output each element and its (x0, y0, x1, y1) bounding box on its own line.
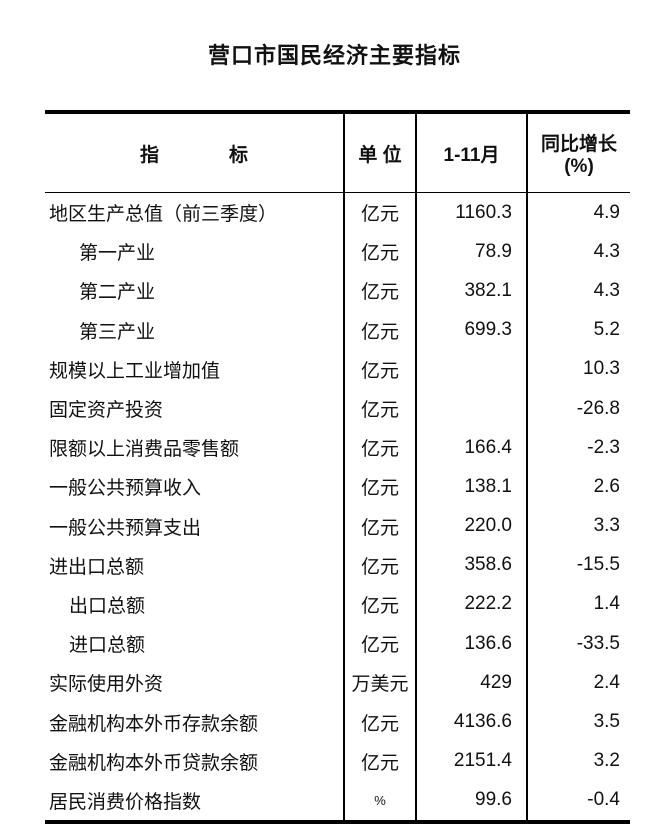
value-cell: 382.1 (415, 271, 527, 311)
table-row: 第一产业 亿元 78.9 4.3 (45, 232, 630, 272)
indicator-name: 第一产业 (79, 243, 156, 265)
value-cell: 1160.3 (415, 192, 527, 233)
unit-cell: 亿元 (343, 310, 416, 350)
unit-cell: 亿元 (343, 349, 416, 389)
table-row: 限额以上消费品零售额 亿元 166.4 -2.3 (45, 428, 630, 468)
indicator-name: 居民消费价格指数 (49, 791, 202, 813)
header-period: 1-11月 (415, 112, 527, 193)
value-cell: 2151.4 (415, 741, 527, 781)
unit-cell: 亿元 (343, 584, 416, 625)
unit-cell: 万美元 (343, 663, 416, 703)
indicator-name: 出口总额 (69, 595, 146, 617)
value-cell (415, 388, 527, 429)
growth-cell: 1.4 (526, 584, 630, 625)
unit-cell: % (343, 780, 416, 822)
header-indicator: 指标 (45, 112, 344, 193)
growth-cell: 4.3 (526, 232, 630, 272)
growth-cell: -26.8 (526, 388, 630, 429)
indicator-name: 金融机构本外币贷款余额 (49, 752, 259, 774)
growth-cell: 3.3 (526, 506, 630, 546)
unit-cell: 亿元 (343, 232, 416, 272)
growth-cell: 4.3 (526, 271, 630, 311)
table-row: 固定资产投资 亿元 -26.8 (45, 388, 630, 429)
page-title: 营口市国民经济主要指标 (207, 43, 461, 68)
indicator-name: 固定资产投资 (49, 400, 164, 422)
indicator-name: 第二产业 (79, 282, 156, 304)
header-indicator-char1: 指 (139, 144, 159, 166)
value-cell: 4136.6 (415, 702, 527, 742)
value-cell: 99.6 (415, 780, 527, 822)
header-unit: 单 位 (343, 112, 416, 193)
value-cell: 220.0 (415, 506, 527, 546)
unit-cell: 亿元 (343, 624, 416, 664)
unit-cell: 亿元 (343, 428, 416, 468)
table-row: 进出口总额 亿元 358.6 -15.5 (45, 545, 630, 585)
header-indicator-char2: 标 (229, 144, 249, 166)
value-cell: 699.3 (415, 310, 527, 350)
growth-cell: 10.3 (526, 349, 630, 389)
indicator-name: 规模以上工业增加值 (49, 360, 221, 382)
growth-cell: 5.2 (526, 310, 630, 350)
growth-cell: 2.6 (526, 467, 630, 507)
value-cell: 78.9 (415, 232, 527, 272)
table-header-row: 指标 单 位 1-11月 同比增长 (%) (45, 112, 630, 193)
header-growth: 同比增长 (%) (526, 112, 630, 193)
indicator-name: 进口总额 (69, 635, 146, 657)
unit-cell: 亿元 (343, 702, 416, 742)
table-row: 第二产业 亿元 382.1 4.3 (45, 271, 630, 311)
unit-cell: 亿元 (343, 741, 416, 781)
indicator-name: 一般公共预算收入 (49, 478, 202, 500)
growth-cell: -0.4 (526, 780, 630, 822)
growth-cell: 4.9 (526, 192, 630, 233)
table-row: 实际使用外资 万美元 429 2.4 (45, 663, 630, 703)
header-growth-unit: (%) (564, 155, 594, 177)
table-row: 出口总额 亿元 222.2 1.4 (45, 584, 630, 625)
growth-cell: -2.3 (526, 428, 630, 468)
growth-cell: 3.5 (526, 702, 630, 742)
unit-cell: 亿元 (343, 467, 416, 507)
indicator-name: 进出口总额 (49, 556, 145, 578)
unit-cell: 亿元 (343, 545, 416, 585)
value-cell: 136.6 (415, 624, 527, 664)
table-row: 进口总额 亿元 136.6 -33.5 (45, 624, 630, 664)
table-row: 居民消费价格指数% 99.6 -0.4 (45, 780, 630, 822)
value-cell: 358.6 (415, 545, 527, 585)
growth-cell: 2.4 (526, 663, 630, 703)
table-row: 地区生产总值（前三季度） 亿元 1160.3 4.9 (45, 192, 630, 233)
table-row: 规模以上工业增加值 亿元 10.3 (45, 349, 630, 389)
indicator-name: 限额以上消费品零售额 (49, 439, 240, 461)
unit-cell: 亿元 (343, 192, 416, 233)
indicator-name: 第三产业 (79, 321, 156, 343)
indicator-name: 实际使用外资 (49, 674, 164, 696)
table-row: 一般公共预算收入 亿元 138.1 2.6 (45, 467, 630, 507)
growth-cell: -15.5 (526, 545, 630, 585)
value-cell: 222.2 (415, 584, 527, 625)
unit-cell: 亿元 (343, 388, 416, 429)
growth-cell: 3.2 (526, 741, 630, 781)
value-cell: 138.1 (415, 467, 527, 507)
indicators-table: 指标 单 位 1-11月 同比增长 (%) 地区生产总值（前三季度） 亿元 1160… (45, 110, 630, 824)
indicator-name: 一般公共预算支出 (49, 517, 202, 539)
value-cell: 166.4 (415, 428, 527, 468)
value-cell (415, 349, 527, 389)
indicator-name: 金融机构本外币存款余额 (49, 713, 259, 735)
growth-cell: -33.5 (526, 624, 630, 664)
table-row: 一般公共预算支出 亿元 220.0 3.3 (45, 506, 630, 546)
table-row: 第三产业 亿元 699.3 5.2 (45, 310, 630, 350)
value-cell: 429 (415, 663, 527, 703)
table-row: 金融机构本外币贷款余额 亿元 2151.4 3.2 (45, 741, 630, 781)
unit-cell: 亿元 (343, 506, 416, 546)
table-row: 金融机构本外币存款余额 亿元 4136.6 3.5 (45, 702, 630, 742)
header-growth-label: 同比增长 (540, 133, 617, 155)
indicator-name: 地区生产总值（前三季度） (49, 204, 278, 226)
unit-cell: 亿元 (343, 271, 416, 311)
